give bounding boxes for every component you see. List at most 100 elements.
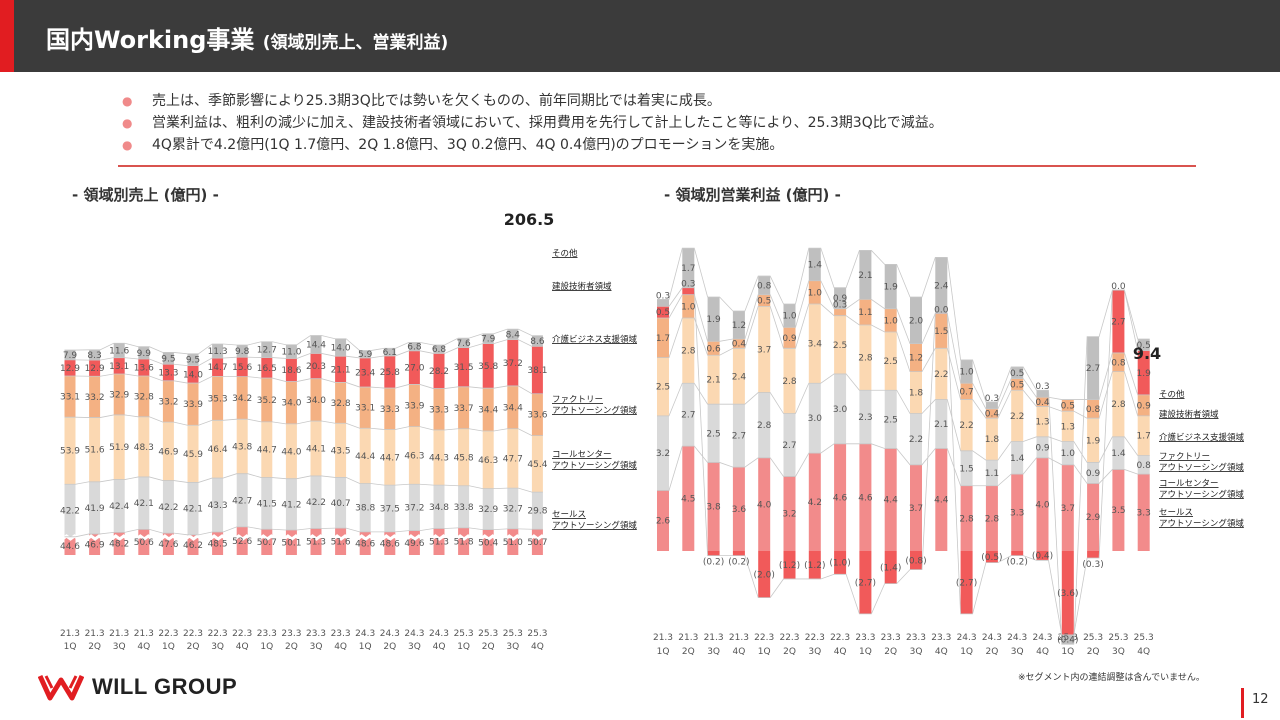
profit-data-label: 2.7 xyxy=(681,411,695,421)
sales-bar-2 xyxy=(335,477,347,529)
profit-bar-1 xyxy=(960,485,973,551)
sales-bar-2 xyxy=(458,485,470,528)
sales-data-label: 33.9 xyxy=(404,402,424,412)
profit-bar-2 xyxy=(910,413,922,465)
sales-bar-3 xyxy=(359,428,371,484)
sales-bar-4 xyxy=(138,375,150,417)
sales-data-label: 52.6 xyxy=(232,537,252,547)
sales-data-label: 33.2 xyxy=(158,397,178,407)
profit-bar-4 xyxy=(783,327,796,349)
sales-data-label: 45.9 xyxy=(183,450,203,460)
x-tick-label: 1Q xyxy=(859,647,872,657)
profit-data-label: 0.0 xyxy=(1111,282,1126,292)
x-tick-label: 24.3 xyxy=(355,629,375,639)
sales-data-label: 49.6 xyxy=(404,539,424,549)
sales-data-label: 33.1 xyxy=(355,404,375,414)
profit-bar-3 xyxy=(1036,406,1049,437)
sales-data-label: 48.6 xyxy=(355,539,375,549)
sales-connector-line xyxy=(64,339,543,367)
x-tick-label: 3Q xyxy=(910,647,923,657)
x-tick-label: 22.3 xyxy=(779,633,799,643)
sales-bar-3 xyxy=(482,430,494,489)
profit-data-label: 2.7 xyxy=(782,441,796,451)
x-tick-label: 2Q xyxy=(1087,647,1100,657)
sales-bar-4 xyxy=(482,388,494,431)
sales-data-label: 43.8 xyxy=(232,442,252,452)
sales-data-label: 34.4 xyxy=(503,403,523,413)
sales-bar-2 xyxy=(359,483,371,532)
profit-data-label: 3.3 xyxy=(1010,509,1024,519)
profit-bar-5 xyxy=(1011,551,1024,556)
profit-data-label: 0.7 xyxy=(959,387,973,397)
sales-bar-5 xyxy=(261,357,273,379)
axis-break-mark xyxy=(406,534,424,541)
sales-bar-2 xyxy=(113,479,125,533)
profit-data-label: 4.0 xyxy=(757,500,772,510)
axis-break-mark xyxy=(160,534,178,541)
sales-bar-1 xyxy=(507,528,519,555)
profit-bar-5 xyxy=(707,551,720,556)
profit-data-label: (0.2) xyxy=(1007,558,1028,568)
profit-bar-6 xyxy=(682,248,695,288)
profit-data-label: 2.5 xyxy=(833,341,847,351)
sales-bar-5 xyxy=(458,347,470,387)
sales-data-label: 20.3 xyxy=(306,362,326,372)
sales-bar-6 xyxy=(89,349,101,361)
sales-data-label: 29.8 xyxy=(527,507,547,517)
x-tick-label: 23.3 xyxy=(257,629,277,639)
x-tick-label: 24.3 xyxy=(982,633,1002,643)
profit-bar-5 xyxy=(884,551,897,584)
profit-connector-line xyxy=(657,247,1150,645)
sales-bar-4 xyxy=(162,380,174,423)
profit-data-label: 0.5 xyxy=(757,297,771,307)
sales-bar-3 xyxy=(531,435,543,493)
x-tick-label: 21.3 xyxy=(109,629,129,639)
profit-data-label: 1.0 xyxy=(808,288,823,298)
x-tick-label: 1Q xyxy=(657,647,670,657)
profit-data-label: 2.3 xyxy=(858,413,872,423)
profit-bar-1 xyxy=(1112,469,1125,551)
x-tick-label: 21.3 xyxy=(653,633,673,643)
axis-break-mark xyxy=(110,534,129,541)
sales-data-label: 46.9 xyxy=(85,540,105,550)
profit-bar-4 xyxy=(1061,399,1074,412)
sales-bar-4 xyxy=(335,382,347,424)
profit-bar-4 xyxy=(732,338,745,349)
x-tick-label: 4Q xyxy=(732,647,745,657)
profit-data-label: 0.5 xyxy=(656,308,670,318)
sales-data-label: 41.9 xyxy=(85,504,105,514)
sales-data-label: 21.1 xyxy=(331,365,351,375)
x-tick-label: 23.3 xyxy=(281,629,301,639)
profit-data-label: (3.6) xyxy=(1057,589,1078,599)
profit-data-label: 2.8 xyxy=(757,421,772,431)
profit-bar-1 xyxy=(985,485,998,551)
sales-data-label: 32.8 xyxy=(331,399,351,409)
profit-bar-4 xyxy=(1137,394,1150,416)
sales-bar-1 xyxy=(113,532,125,555)
sales-data-label: 47.6 xyxy=(158,540,178,550)
sales-data-label: 11.0 xyxy=(281,348,301,358)
profit-bar-2 xyxy=(707,404,720,463)
x-tick-label: 4Q xyxy=(1137,647,1150,657)
profit-bar-1 xyxy=(707,462,720,551)
sales-bar-1 xyxy=(212,531,224,555)
sales-data-label: 7.9 xyxy=(481,335,496,345)
x-tick-label: 2Q xyxy=(783,647,796,657)
sales-bar-3 xyxy=(310,421,322,476)
profit-data-label: (0.8) xyxy=(905,556,926,566)
sales-data-label: 46.4 xyxy=(208,445,228,455)
profit-bar-6 xyxy=(657,299,669,307)
profit-legend-label: アウトソーシング領域 xyxy=(1159,462,1244,473)
profit-data-label: 1.7 xyxy=(656,334,670,344)
profit-bar-1 xyxy=(859,443,872,551)
sales-chart-title: - 領域別売上 (億円) - xyxy=(72,186,219,204)
profit-data-label: (1.4) xyxy=(880,563,901,573)
profit-bar-2 xyxy=(808,383,821,454)
axis-break-mark xyxy=(455,534,473,541)
profit-data-label: 2.5 xyxy=(706,429,720,439)
profit-data-label: 1.9 xyxy=(884,283,899,293)
sales-bar-2 xyxy=(261,477,273,530)
sales-bar-2 xyxy=(433,485,445,529)
sales-bar-6 xyxy=(236,344,248,358)
profit-data-label: 2.4 xyxy=(934,281,949,291)
